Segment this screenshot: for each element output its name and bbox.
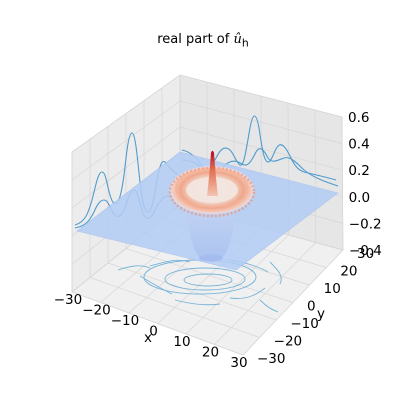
x-tick-label: 20 <box>202 345 219 361</box>
grid-y-floor <box>107 262 277 321</box>
y-tick-label: −10 <box>290 316 319 332</box>
x-tick-label: −10 <box>111 313 140 329</box>
y-axis-label: y <box>317 306 325 322</box>
x-tick-label: 10 <box>173 334 190 350</box>
grid-z-backwall <box>179 100 343 144</box>
x-axis-label: x <box>144 330 152 346</box>
z-tick-label: −0.2 <box>349 216 382 232</box>
chart-title: real part of ûh <box>157 32 249 50</box>
surface-peak <box>207 150 218 196</box>
y-tick-label: −20 <box>274 334 303 350</box>
grid-y-floor <box>89 277 260 338</box>
x-tick-label: 30 <box>230 355 247 371</box>
grid-y-floor <box>71 291 244 356</box>
z-tick-label: −0.4 <box>349 243 382 259</box>
grid-z-leftwall <box>71 126 181 209</box>
y-tick-label: 30 <box>357 246 374 262</box>
grid-y-floor <box>125 248 294 303</box>
grid-z-backwall <box>179 74 343 118</box>
z-tick-label: 0.2 <box>348 163 369 179</box>
grid-z-leftwall <box>71 100 181 181</box>
z-tick-label: 0.4 <box>348 137 369 153</box>
z-tick-label: 0.6 <box>348 110 369 126</box>
z-tick-label: 0.0 <box>349 190 370 206</box>
y-tick-label: −30 <box>257 351 286 367</box>
x-tick-label: 0 <box>149 324 158 340</box>
y-tick-label: 20 <box>340 264 357 280</box>
x-tick-label: −30 <box>54 292 83 308</box>
floor-contour <box>117 259 282 313</box>
grid-z-leftwall <box>71 74 181 153</box>
x-tick-label: −20 <box>82 303 111 319</box>
grid-x-backwall <box>341 116 344 251</box>
y-tick-label: 10 <box>324 281 341 297</box>
grid-x-backwall <box>314 109 317 243</box>
y-tick-label: 0 <box>307 299 316 315</box>
